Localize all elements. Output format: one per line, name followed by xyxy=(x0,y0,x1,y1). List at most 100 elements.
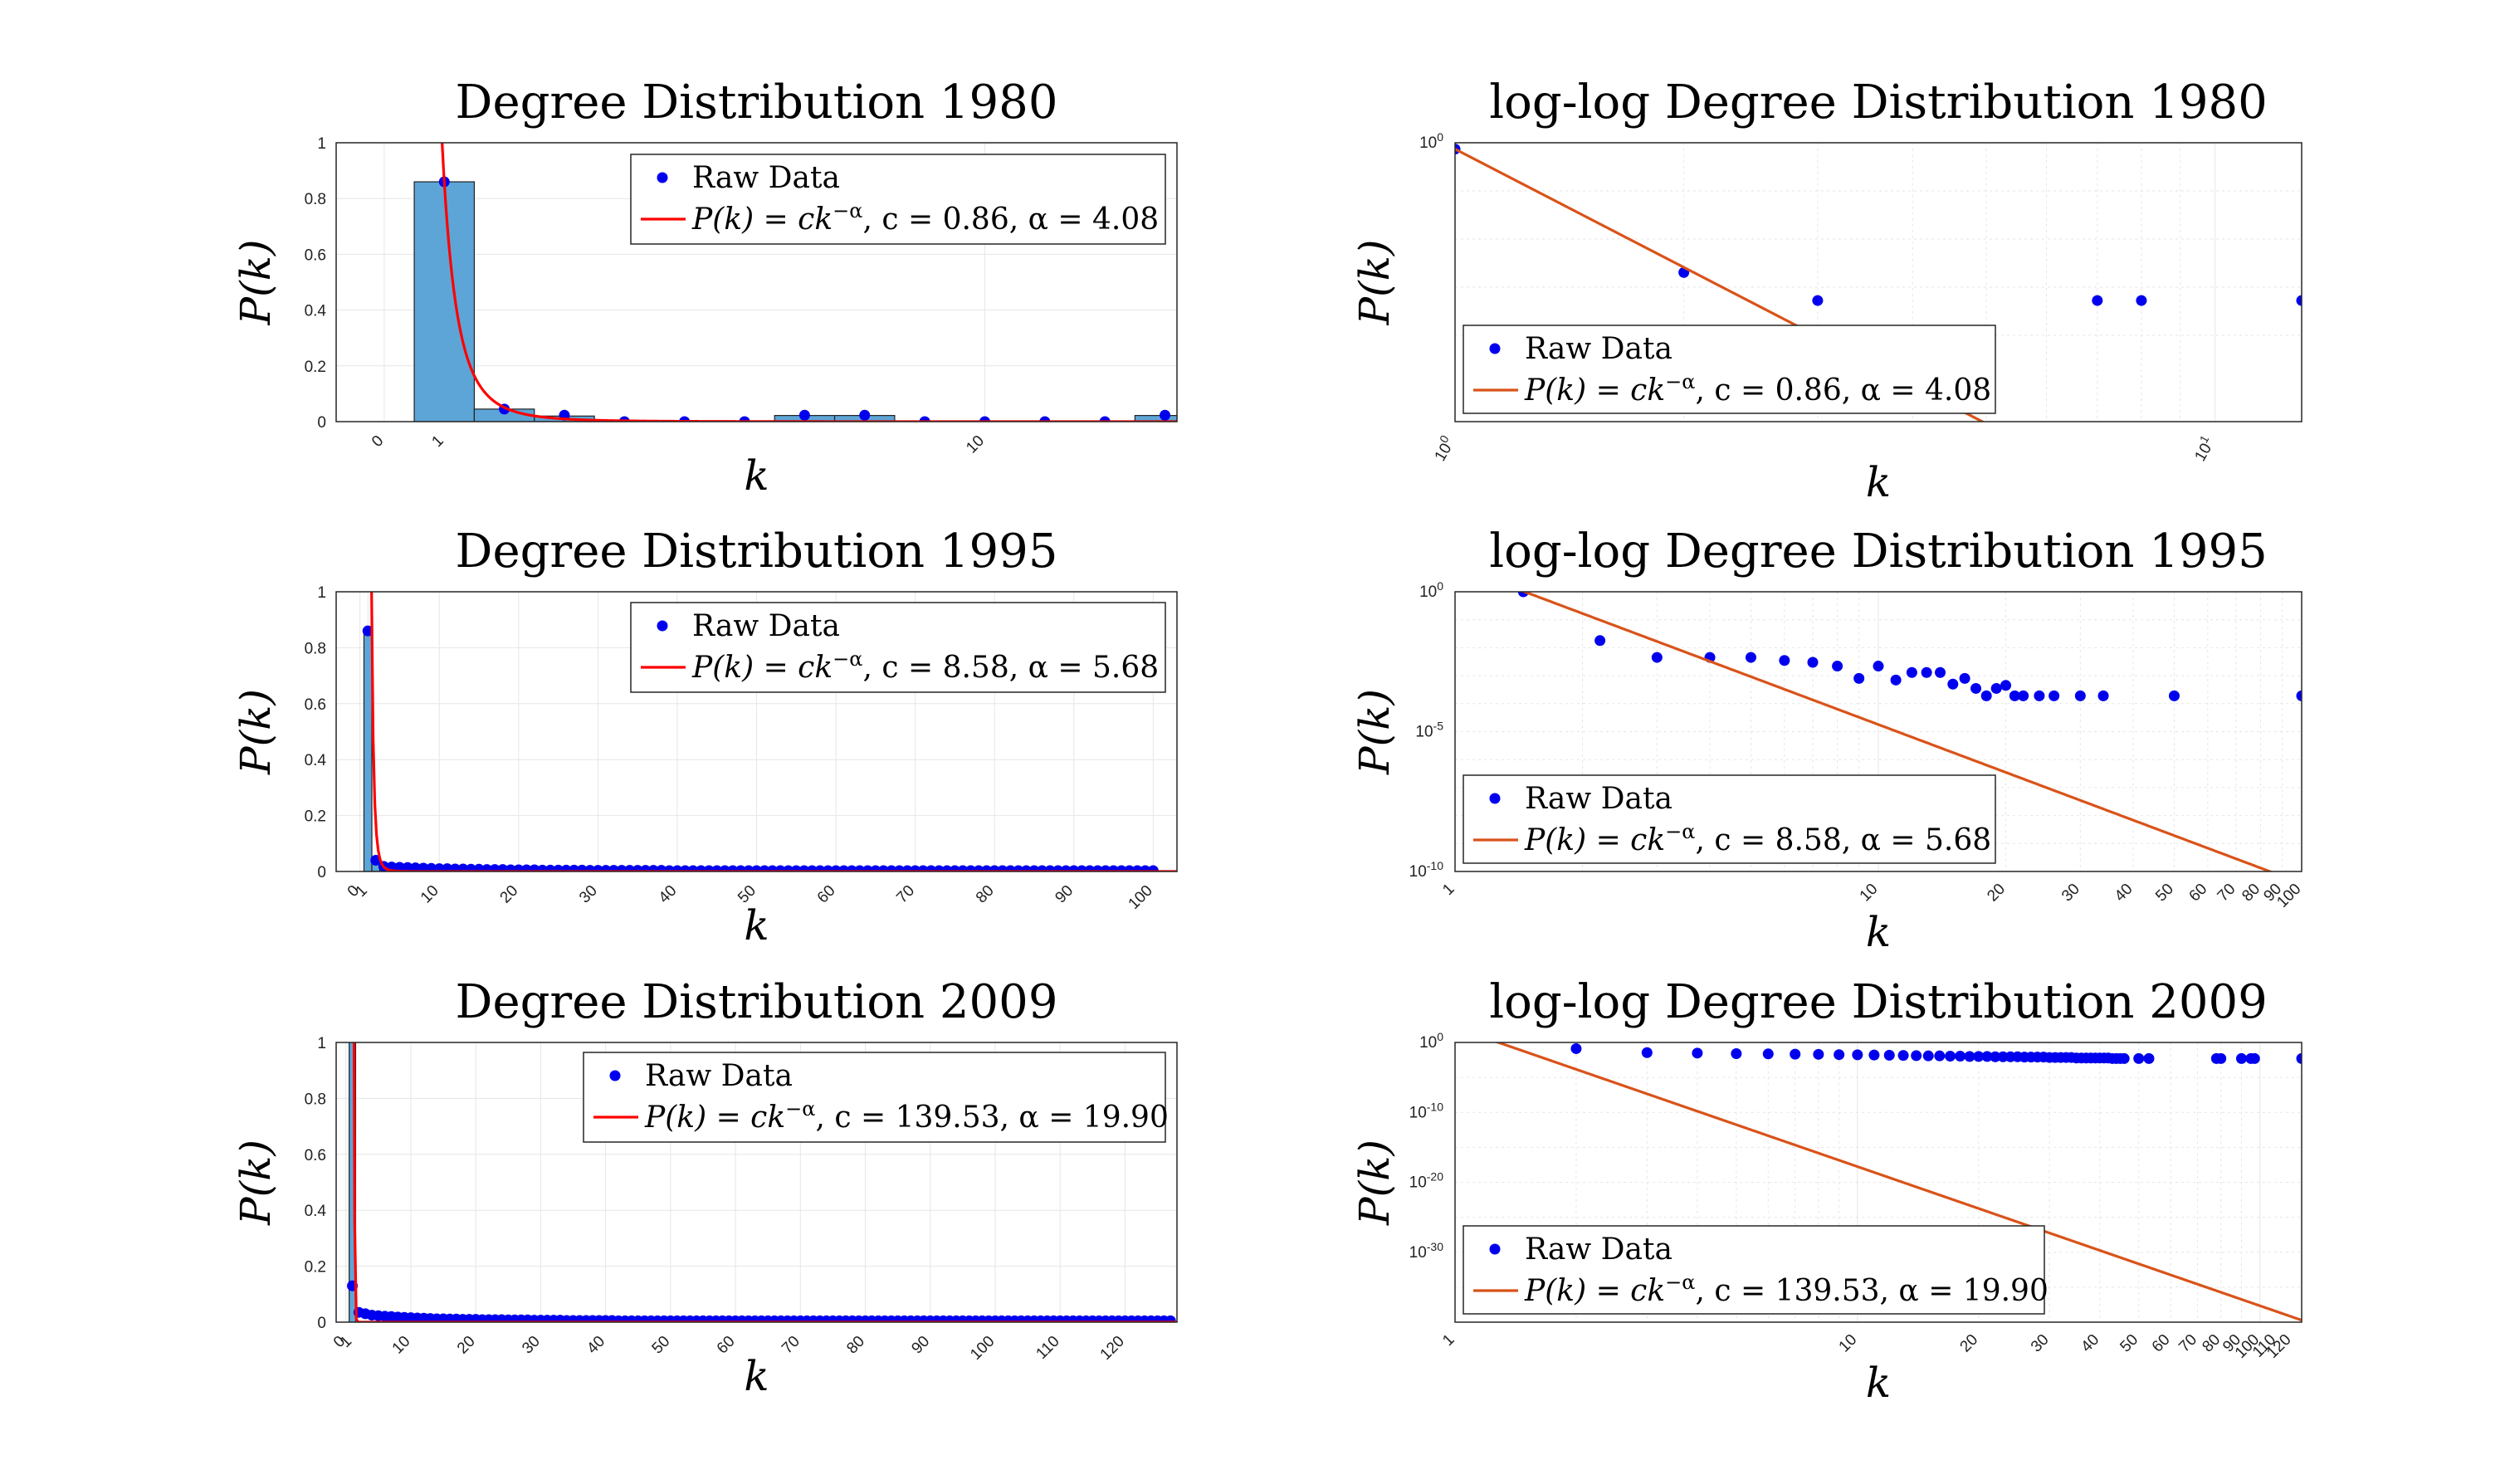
legend-fit-params: , c = 8.58, α = 5.68 xyxy=(1695,823,1991,857)
y-tick-label: 100 xyxy=(1419,579,1443,601)
y-axis-label: P(k) xyxy=(232,1140,280,1226)
y-axis-label: P(k) xyxy=(1350,1140,1399,1226)
data-point xyxy=(1947,678,1959,690)
chart-p3: 01 10 20 30 40 50 60 70 80 90 10000.20.40.60.81Deg… xyxy=(232,525,1178,949)
x-tick-label: 120 xyxy=(1097,1333,1128,1364)
y-tick-label-base: 10 xyxy=(1409,1174,1427,1192)
fit-line xyxy=(1521,592,2274,871)
data-point xyxy=(1934,1050,1946,1062)
data-point xyxy=(979,416,990,422)
data-point xyxy=(1868,1049,1880,1061)
data-point xyxy=(1935,666,1946,678)
y-tick-label: 0.2 xyxy=(305,808,326,826)
data-point xyxy=(2168,690,2180,701)
chart-p1: 0 1 10 0 0.2 0.4 0.6 0.8 1 Degree Distribution 19… xyxy=(232,76,1178,500)
x-tick-label: 40 xyxy=(656,882,681,907)
x-tick-label: 10 xyxy=(418,882,442,907)
y-tick-label-exponent: -30 xyxy=(1427,1240,1443,1253)
x-axis-label: k xyxy=(744,452,769,500)
y-tick-label-base: 10 xyxy=(1415,724,1433,741)
y-tick-label: 0.6 xyxy=(305,696,326,714)
legend-fit-formula: P(k) = ck xyxy=(1524,1274,1665,1308)
y-tick-label: 0 xyxy=(317,414,326,432)
x-tick-label: 100 xyxy=(1126,882,1156,913)
legend: Raw Data P(k) = ck−α, c = 8.58, α = 5.68 xyxy=(1463,774,1996,864)
x-tick-label: 10 xyxy=(389,1333,414,1358)
legend-marker-raw xyxy=(1489,1243,1501,1255)
data-point xyxy=(2133,1052,2145,1064)
y-tick-label-exponent: -5 xyxy=(1433,720,1444,733)
axes-box xyxy=(1454,1042,2302,1323)
x-tick-label: 10 xyxy=(1836,1331,1861,1356)
data-point xyxy=(2018,690,2029,701)
legend-fit-exponent: −α xyxy=(833,199,862,222)
y-tick-label: 10-5 xyxy=(1415,720,1443,741)
x-tick-label: 50 xyxy=(2152,881,2177,906)
legend-fit-exponent: −α xyxy=(1665,1271,1695,1294)
x-tick-label: 40 xyxy=(584,1333,608,1358)
y-tick-label: 10-10 xyxy=(1409,1100,1444,1121)
x-axis-label: k xyxy=(744,1352,769,1400)
x-tick-label: 30 xyxy=(2058,881,2083,906)
x-tick-label: 30 xyxy=(576,882,601,907)
data-point xyxy=(1922,1050,1934,1062)
data-point xyxy=(2034,690,2045,701)
data-point xyxy=(1165,1315,1176,1322)
legend-label-raw: Raw Data xyxy=(1525,1233,1673,1267)
data-point xyxy=(402,862,413,871)
y-tick-label: 0 xyxy=(317,1315,326,1332)
y-tick-label: 1 xyxy=(317,584,326,602)
data-point xyxy=(2143,1052,2155,1064)
y-tick-label-base: 10 xyxy=(1419,583,1437,601)
data-point xyxy=(859,409,871,421)
legend: Raw Data P(k) = ck−α, c = 0.86, α = 4.08 xyxy=(1463,325,1996,414)
legend-fit-formula: P(k) = ck xyxy=(1524,373,1665,408)
data-point xyxy=(1594,635,1606,647)
data-point xyxy=(1779,655,1790,666)
y-axis-label: P(k) xyxy=(1350,689,1399,775)
data-point xyxy=(1641,1047,1653,1058)
x-tick-label: 100 xyxy=(1428,432,1458,464)
x-tick-label: 90 xyxy=(1052,882,1077,907)
legend-label-fit: P(k) = ck−α, c = 8.58, α = 5.68 xyxy=(1524,820,1991,857)
data-point xyxy=(1973,1051,1985,1062)
data-point xyxy=(1762,1048,1774,1060)
y-tick-label-exponent: 0 xyxy=(1437,1030,1443,1043)
data-point xyxy=(2296,1052,2302,1064)
legend-box xyxy=(630,154,1166,245)
legend-label-raw: Raw Data xyxy=(692,609,840,643)
data-point xyxy=(1981,1051,1993,1062)
data-point xyxy=(1955,1051,1966,1062)
legend-box xyxy=(1463,325,1996,414)
bar-0 xyxy=(363,630,373,871)
data-point xyxy=(1921,666,1932,678)
y-tick-label: 0.4 xyxy=(305,1203,327,1220)
y-tick-label: 0.4 xyxy=(305,752,327,769)
data-point xyxy=(2136,295,2147,306)
x-tick-label: 101 xyxy=(2188,432,2219,464)
data-point xyxy=(2215,1052,2227,1064)
data-point xyxy=(1651,652,1663,663)
bar-0 xyxy=(413,181,476,422)
axes-box xyxy=(1454,142,2302,422)
data-point xyxy=(1853,672,1865,684)
x-tick-label: 20 xyxy=(1957,1331,1982,1356)
data-point xyxy=(1832,661,1843,672)
y-tick-label: 0.6 xyxy=(305,247,326,264)
data-point xyxy=(362,625,374,637)
y-tick-label: 0.4 xyxy=(305,303,327,320)
data-point xyxy=(1945,1051,1956,1062)
data-point xyxy=(2296,295,2302,306)
data-point xyxy=(2049,690,2060,701)
legend-label-raw: Raw Data xyxy=(692,161,840,195)
data-point xyxy=(2092,295,2103,306)
data-point xyxy=(1160,409,1171,421)
y-tick-label-exponent: 0 xyxy=(1437,130,1443,144)
data-point xyxy=(1897,1050,1909,1062)
chart-title: log-log Degree Distribution 2009 xyxy=(1489,975,2268,1029)
x-tick-label: 10 xyxy=(1857,881,1882,906)
data-point xyxy=(798,409,810,421)
legend-fit-formula: P(k) = ck xyxy=(691,651,833,685)
data-point xyxy=(1980,690,1992,701)
